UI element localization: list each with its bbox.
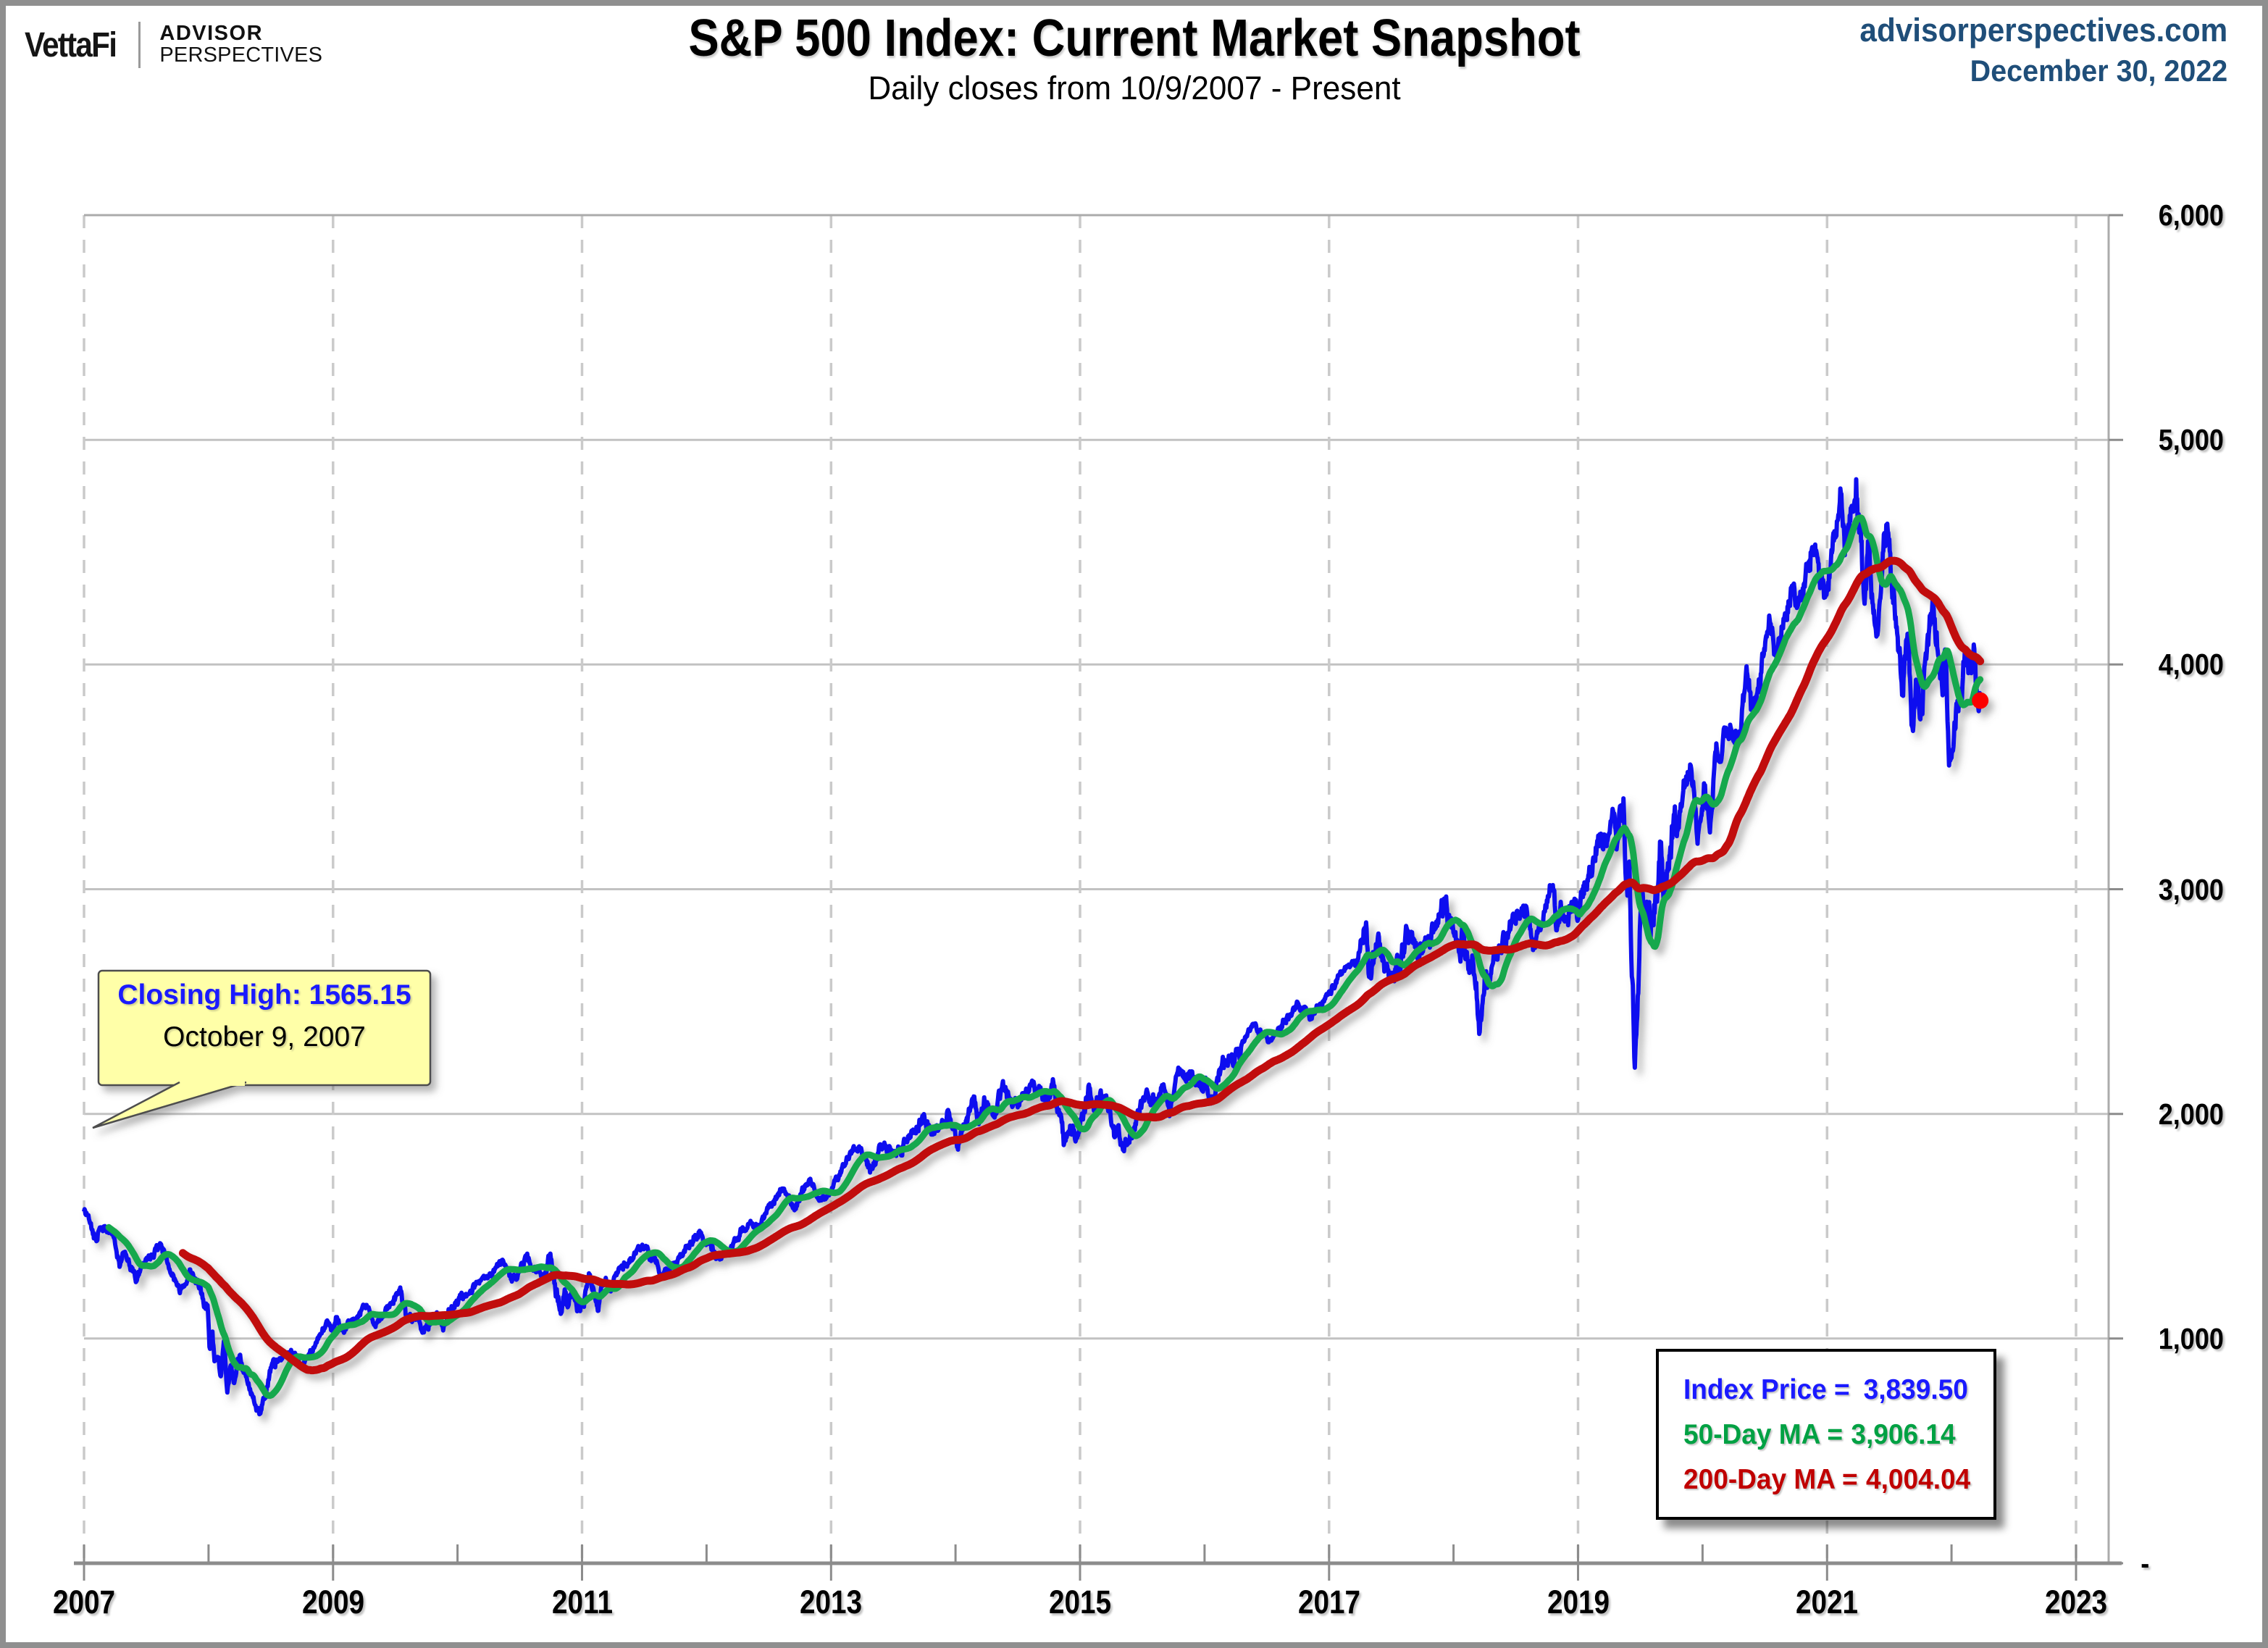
- perspectives-label: PERSPECTIVES: [159, 43, 323, 67]
- callout-high-value: Closing High: 1565.15: [117, 979, 411, 1011]
- y-tick-4,000: 4,000: [2158, 648, 2224, 682]
- chart-title: S&P 500 Index: Current Market Snapshot: [687, 9, 1581, 67]
- legend-row-ma50: 50-Day MA = 3,906.14: [1683, 1413, 1978, 1457]
- vettafi-advisor-logo: VettaFi ADVISOR PERSPECTIVES: [25, 22, 322, 68]
- x-tick-2021: 2021: [1796, 1584, 1859, 1620]
- source-website: advisorperspectives.com: [1859, 12, 2227, 49]
- legend-ma50-value: 3,906.14: [1851, 1419, 1956, 1450]
- x-tick-2019: 2019: [1547, 1584, 1610, 1620]
- x-tick-2017: 2017: [1297, 1584, 1360, 1620]
- x-tick-2023: 2023: [2044, 1584, 2108, 1620]
- y-tick-1,000: 1,000: [2158, 1321, 2224, 1355]
- advisor-label: ADVISOR: [159, 22, 264, 46]
- x-tick-2007: 2007: [52, 1584, 116, 1620]
- advisor-perspectives-wordmark: ADVISOR PERSPECTIVES: [159, 23, 322, 66]
- callout: Closing High: 1565.15 October 9, 2007: [99, 979, 430, 1053]
- legend-ma200-value: 4,004.04: [1866, 1464, 1971, 1495]
- chart-subtitle: Daily closes from 10/9/2007 - Present: [867, 70, 1401, 106]
- logo-divider: [138, 22, 141, 68]
- y-tick-3,000: 3,000: [2158, 872, 2224, 906]
- x-tick-2015: 2015: [1048, 1584, 1112, 1620]
- callout-high-date: October 9, 2007: [163, 1021, 366, 1053]
- vettafi-wordmark: VettaFi: [25, 25, 117, 64]
- x-tick-2013: 2013: [800, 1584, 863, 1620]
- legend-index-label: Index Price =: [1683, 1374, 1850, 1405]
- x-tick-2011: 2011: [551, 1584, 613, 1620]
- y-tick-6,000: 6,000: [2158, 198, 2224, 232]
- legend-index-value: 3,839.50: [1863, 1374, 1968, 1405]
- source-block: advisorperspectives.com December 30, 202…: [1836, 12, 2227, 88]
- y-tick-2,000: 2,000: [2158, 1097, 2224, 1131]
- chart-legend: Index Price = 3,839.50 50-Day MA = 3,906.1…: [1656, 1349, 1996, 1520]
- y-tick-5,000: 5,000: [2158, 423, 2224, 457]
- legend-row-index-price: Index Price = 3,839.50: [1683, 1368, 1978, 1413]
- y-tick-0: -: [2141, 1547, 2150, 1580]
- legend-ma200-label: 200-Day MA =: [1683, 1464, 1858, 1495]
- legend-ma50-label: 50-Day MA =: [1683, 1419, 1843, 1450]
- legend-row-ma200: 200-Day MA = 4,004.04: [1683, 1457, 1978, 1502]
- x-tick-2009: 2009: [301, 1584, 364, 1620]
- source-date: December 30, 2022: [1970, 54, 2227, 88]
